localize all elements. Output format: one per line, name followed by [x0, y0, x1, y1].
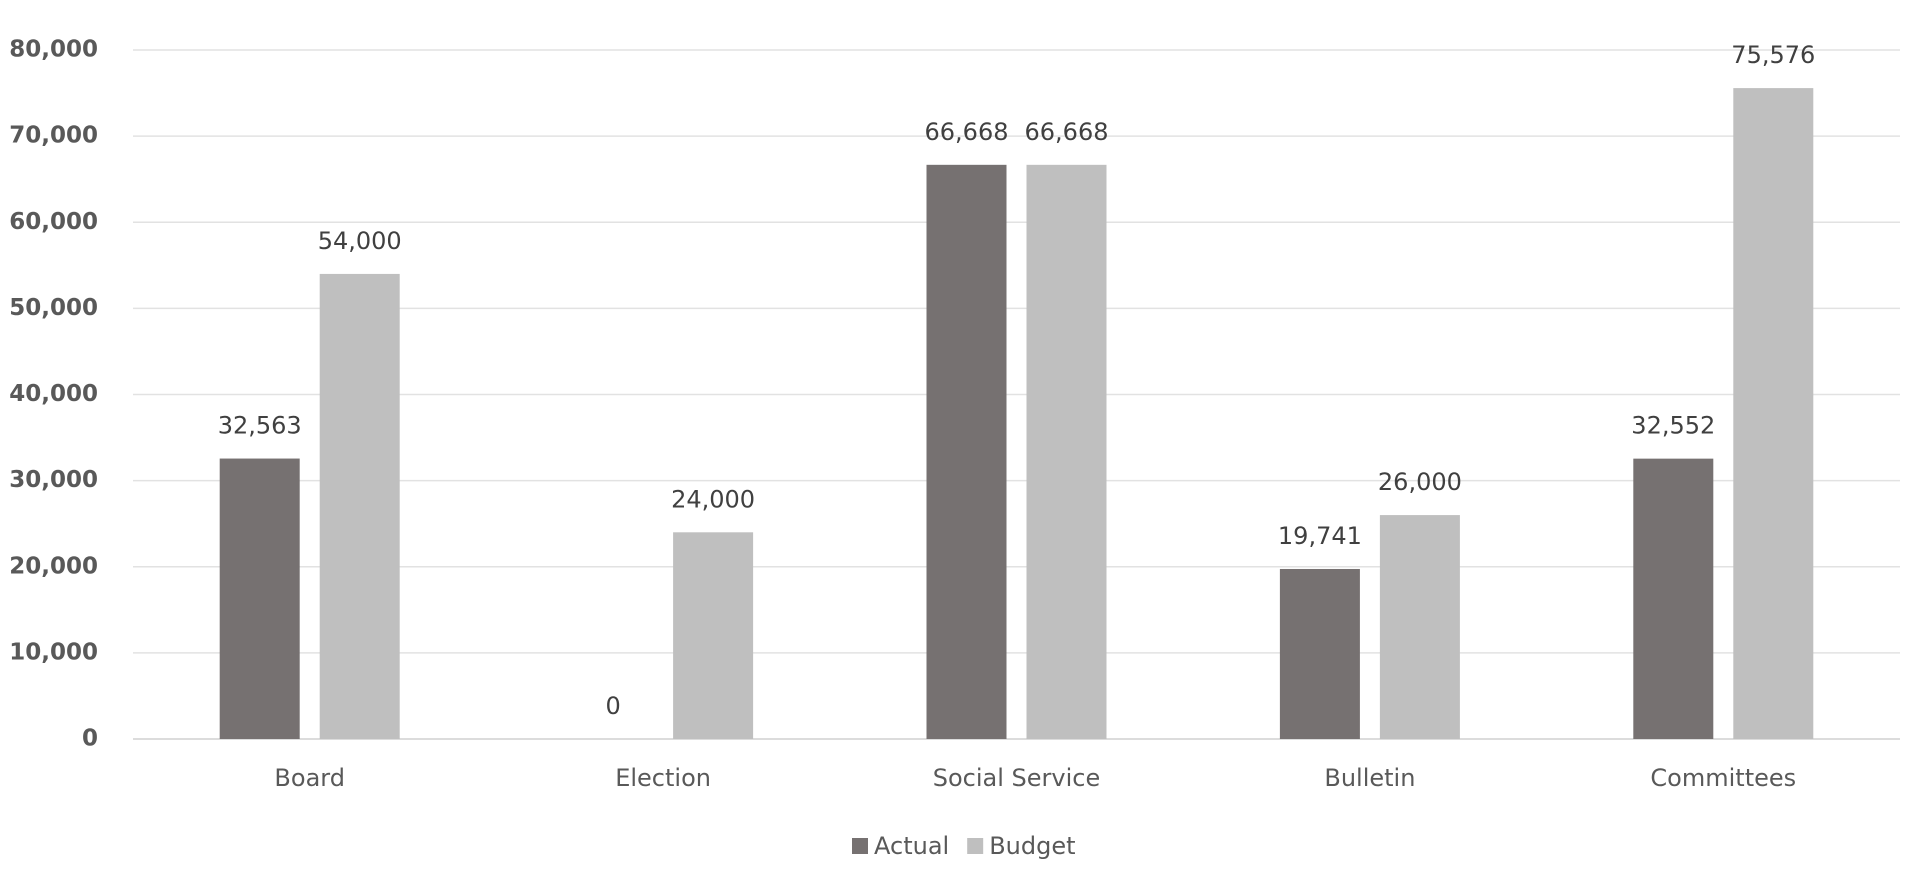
- y-tick-label: 50,000: [9, 295, 98, 321]
- legend-swatch: [852, 838, 868, 854]
- legend-swatch: [967, 838, 984, 854]
- data-label: 19,741: [1278, 522, 1362, 550]
- data-label: 66,668: [925, 118, 1009, 146]
- data-label: 32,563: [218, 412, 302, 440]
- bar: [219, 458, 300, 739]
- bar: [1379, 515, 1460, 739]
- x-tick-label: Committees: [1650, 764, 1796, 792]
- data-label: 32,552: [1631, 412, 1715, 440]
- data-label: 24,000: [671, 485, 755, 513]
- data-label: 0: [605, 692, 620, 720]
- bar: [1633, 458, 1714, 739]
- y-tick-label: 60,000: [9, 209, 98, 235]
- y-tick-label: 10,000: [9, 639, 98, 665]
- data-label: 26,000: [1378, 468, 1462, 496]
- x-tick-label: Board: [274, 764, 345, 792]
- data-label: 54,000: [318, 227, 402, 255]
- y-tick-label: 0: [82, 726, 98, 752]
- legend-label: Budget: [989, 832, 1075, 860]
- bar: [673, 532, 754, 739]
- legend-label: Actual: [874, 832, 949, 860]
- bar: [926, 164, 1007, 740]
- x-tick-label: Election: [615, 764, 711, 792]
- y-tick-label: 70,000: [9, 123, 98, 149]
- data-label: 75,576: [1731, 41, 1815, 69]
- data-label: 66,668: [1025, 118, 1109, 146]
- bar: [319, 273, 400, 739]
- y-tick-label: 80,000: [9, 37, 98, 63]
- bar: [1279, 568, 1360, 739]
- y-tick-label: 20,000: [9, 553, 98, 579]
- x-tick-label: Social Service: [933, 764, 1100, 792]
- y-tick-label: 30,000: [9, 467, 98, 493]
- y-tick-label: 40,000: [9, 381, 98, 407]
- x-tick-label: Bulletin: [1324, 764, 1415, 792]
- bar: [1733, 88, 1814, 740]
- bar: [1026, 164, 1107, 740]
